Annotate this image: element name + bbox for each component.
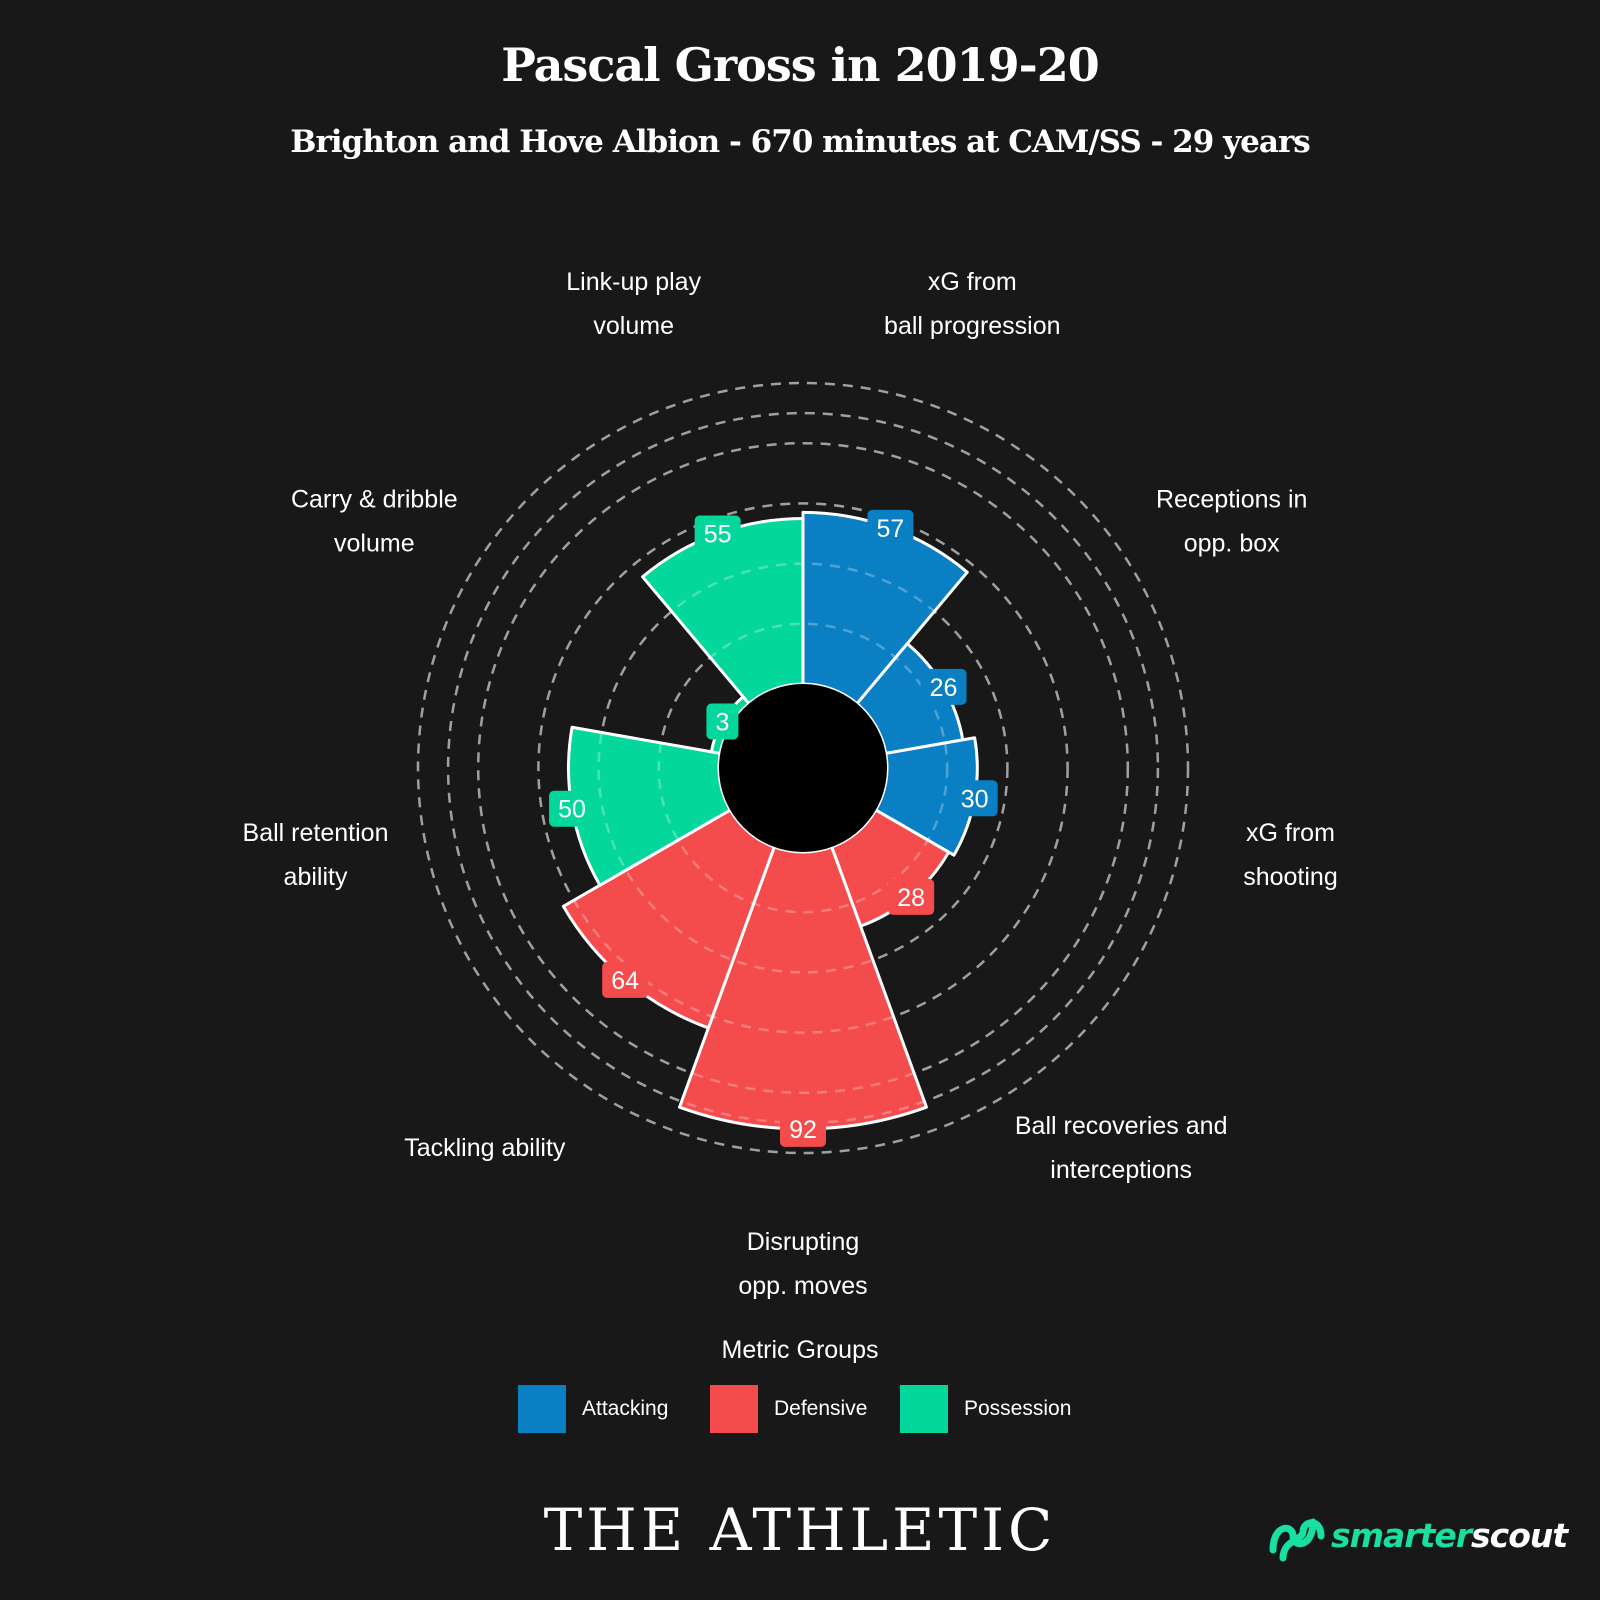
value-label-text: 3 (715, 708, 729, 736)
smarterscout-suffix: scout (1471, 1515, 1568, 1555)
grid-ring-overlay (446, 411, 1160, 1125)
smarterscout-logo: smarterscout (1265, 1505, 1568, 1565)
category-label-tackling-ability: Tackling ability (404, 1134, 566, 1162)
grid-ring-overlay (657, 622, 949, 914)
category-label-receptions-in-opp-box: Receptions in opp. box (1156, 486, 1307, 558)
value-label-bg (951, 780, 998, 817)
value-label-xg-from-shooting: 30 (951, 780, 998, 817)
legend-item-defensive: Defensive (710, 1385, 867, 1433)
value-label-bg (888, 878, 935, 915)
chart-center (719, 684, 887, 852)
value-label-disrupting-opp-moves: 92 (780, 1110, 826, 1147)
legend-item-possession: Possession (900, 1385, 1071, 1433)
chart-title: Pascal Gross in 2019-20 (501, 38, 1099, 92)
value-label-text: 30 (961, 785, 989, 813)
the-athletic-logo: THE ATHLETIC (543, 1496, 1057, 1564)
category-label-ball-recoveries-and-interceptions: Ball recoveries and interceptions (1015, 1112, 1228, 1184)
value-label-link-up-play-volume: 55 (694, 515, 741, 552)
value-label-text: 64 (611, 967, 639, 995)
grid-ring (446, 411, 1160, 1125)
value-label-text: 57 (877, 515, 905, 543)
category-label-ball-retention-ability: Ball retention ability (243, 819, 389, 891)
value-label-ball-recoveries-and-interceptions: 28 (888, 878, 935, 915)
value-label-bg (602, 961, 649, 998)
smarterscout-prefix: smarter (1331, 1515, 1472, 1555)
legend-label-defensive: Defensive (774, 1397, 868, 1420)
value-label-text: 26 (930, 674, 958, 702)
value-label-xg-from-ball-progression: 57 (867, 509, 914, 546)
chart-subtitle: Brighton and Hove Albion - 670 minutes a… (290, 124, 1310, 160)
value-label-ball-retention-ability: 50 (549, 790, 596, 827)
legend-title: Metric Groups (721, 1336, 879, 1364)
legend-swatch-defensive (710, 1385, 758, 1433)
value-label-tackling-ability: 64 (602, 961, 649, 998)
value-label-bg (867, 509, 914, 546)
value-label-bg (694, 515, 741, 552)
grid-ring-overlay (537, 502, 1069, 1034)
value-label-bg (920, 668, 967, 705)
grid-ring (416, 381, 1190, 1155)
grid-ring-overlay (597, 562, 1009, 974)
legend-swatch-possession (900, 1385, 948, 1433)
smarterscout-text: smarterscout (1331, 1515, 1568, 1555)
value-label-receptions-in-opp-box: 26 (920, 668, 967, 705)
value-label-text: 55 (704, 520, 732, 548)
legend-swatch-attacking (518, 1385, 566, 1433)
value-label-text: 50 (558, 796, 586, 824)
value-label-bg (780, 1110, 826, 1147)
value-label-bg (549, 790, 596, 827)
value-label-text: 92 (789, 1116, 817, 1144)
grid-ring-overlay (476, 441, 1130, 1095)
legend-label-possession: Possession (964, 1397, 1072, 1420)
category-label-carry-dribble-volume: Carry & dribble volume (291, 486, 458, 558)
category-label-link-up-play-volume: Link-up play volume (566, 268, 701, 340)
value-label-bg (706, 703, 739, 740)
category-label-xg-from-shooting: xG from shooting (1243, 819, 1338, 891)
legend-item-attacking: Attacking (518, 1385, 668, 1433)
category-label-disrupting-opp-moves: Disrupting opp. moves (738, 1228, 867, 1300)
polar-bar-chart: 57 26 30 28 92 64 50 3 55 xG from ball progression… (243, 268, 1338, 1300)
value-label-text: 28 (897, 884, 925, 912)
legend-label-attacking: Attacking (582, 1397, 669, 1420)
value-label-carry-dribble-volume: 3 (706, 703, 739, 740)
smarterscout-logo-icon (1269, 1518, 1325, 1562)
category-label-xg-from-ball-progression: xG from ball progression (884, 268, 1061, 340)
grid-ring-overlay (416, 381, 1190, 1155)
